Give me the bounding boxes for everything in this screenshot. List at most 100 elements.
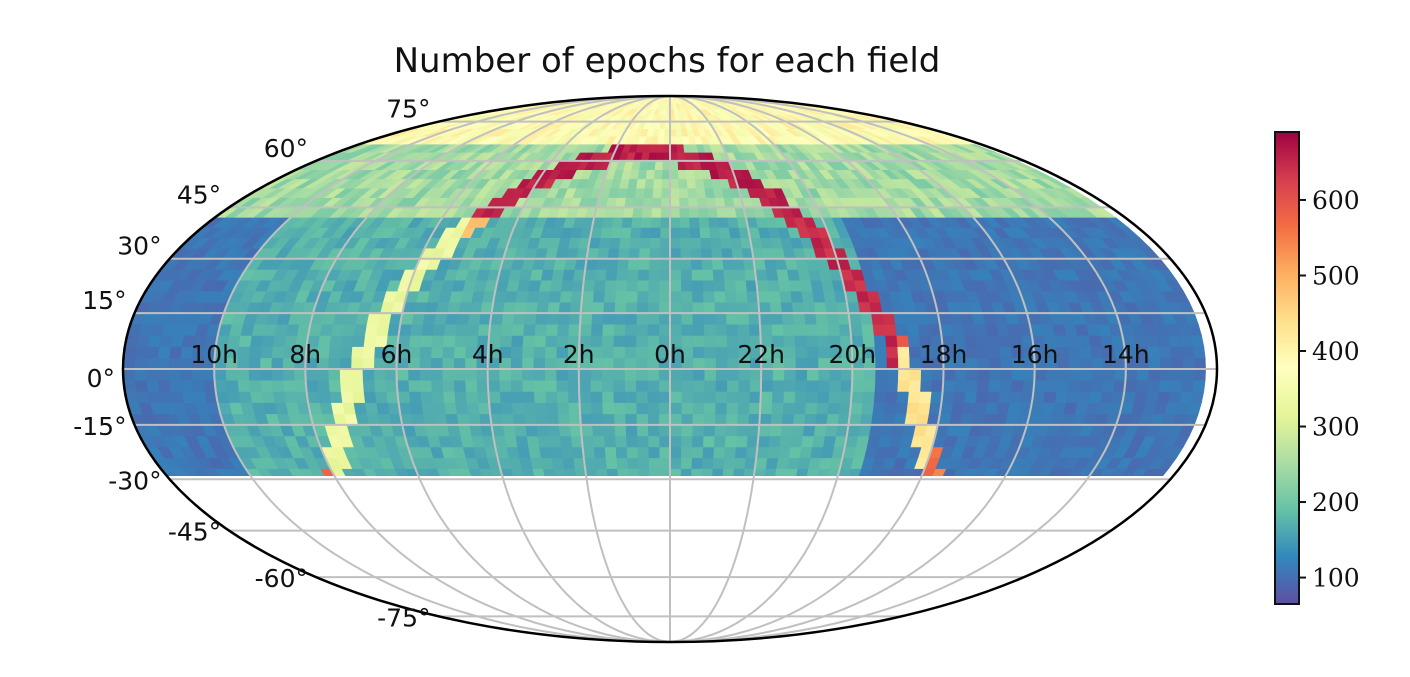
heatmap-cell — [156, 368, 170, 381]
heatmap-cell — [794, 346, 807, 359]
heatmap-cell — [145, 379, 160, 392]
heatmap-cell — [635, 312, 649, 325]
heatmap-cell — [510, 391, 524, 403]
heatmap-cell — [1078, 379, 1092, 392]
heatmap-cell — [432, 323, 446, 336]
ra-tick-label: 4h — [472, 340, 504, 369]
heatmap-cell — [703, 312, 716, 325]
ra-gridline — [669, 96, 1127, 642]
heatmap-cell — [827, 402, 840, 415]
ra-gridline — [395, 96, 671, 642]
heatmap-cell — [1182, 357, 1195, 370]
heatmap-cell — [679, 237, 691, 249]
heatmap-cell — [419, 391, 433, 403]
ra-tick-label: 8h — [289, 340, 321, 369]
heatmap-cell — [647, 290, 660, 303]
heatmap-cell — [680, 312, 693, 325]
heatmap-cell — [1078, 346, 1092, 359]
heatmap-cell — [512, 312, 526, 325]
heatmap-cell — [615, 446, 628, 459]
heatmap-cell — [545, 323, 558, 336]
heatmap-cell — [1170, 368, 1184, 381]
heatmap-cell — [537, 290, 551, 303]
heatmap-cell — [973, 323, 988, 336]
heatmap-cell — [964, 379, 978, 392]
heatmap-cell — [809, 279, 824, 292]
heatmap-cell — [568, 312, 582, 325]
heatmap-cell — [916, 323, 931, 336]
heatmap-cell — [384, 379, 398, 392]
heatmap-cell — [430, 368, 443, 381]
heatmap-cell — [723, 446, 736, 459]
heatmap-cell — [328, 346, 341, 359]
heatmap-cell — [603, 435, 616, 448]
heatmap-cell — [1079, 368, 1092, 381]
heatmap-cell — [708, 227, 721, 238]
heatmap-cell — [134, 346, 148, 359]
heatmap-cell — [502, 424, 516, 437]
heatmap-cell — [635, 357, 648, 370]
heatmap-cell — [647, 323, 660, 336]
heatmap-cell — [617, 247, 630, 260]
heatmap-cell — [259, 368, 272, 381]
heatmap-cell — [714, 312, 727, 325]
heatmap-cell — [578, 379, 591, 392]
heatmap-cell — [510, 368, 523, 381]
heatmap-cell — [868, 424, 883, 437]
heatmap-cell — [642, 197, 653, 208]
heatmap-cell — [441, 368, 455, 381]
heatmap-cell — [678, 207, 690, 218]
heatmap-cell — [503, 290, 518, 303]
heatmap-cell — [658, 413, 671, 426]
heatmap-cell — [418, 357, 432, 370]
heatmap-cell — [916, 402, 931, 415]
heatmap-cell — [373, 368, 386, 381]
heatmap-cell — [578, 368, 591, 381]
heatmap-cell — [1054, 391, 1068, 403]
ra-tick-label: 16h — [1011, 340, 1059, 369]
heatmap-cell — [702, 301, 715, 314]
heatmap-cell — [903, 413, 918, 426]
heatmap-cell — [545, 312, 559, 325]
heatmap-cell — [636, 446, 649, 459]
heatmap-cell — [1056, 357, 1070, 370]
heatmap-cell — [885, 368, 899, 381]
heatmap-cell — [669, 152, 678, 162]
heatmap-cell — [340, 335, 354, 347]
heatmap-cell — [771, 379, 785, 392]
heatmap-cell — [868, 301, 883, 314]
heatmap-cell — [690, 247, 702, 260]
heatmap-cell — [702, 290, 715, 303]
heatmap-cell — [712, 269, 725, 281]
heatmap-cell — [636, 290, 649, 303]
heatmap-cell — [800, 435, 814, 448]
heatmap-cell — [467, 413, 481, 426]
heatmap-cell — [894, 402, 908, 415]
heatmap-cell — [556, 391, 569, 403]
chart-title: Number of epochs for each field — [394, 41, 941, 81]
heatmap-cell — [680, 435, 693, 448]
heatmap-cell — [669, 169, 679, 180]
heatmap-cell — [702, 424, 715, 437]
heatmap-cell — [487, 379, 500, 392]
heatmap-cell — [726, 335, 739, 347]
heatmap-cell — [441, 357, 455, 370]
ra-tick-label: 6h — [381, 340, 413, 369]
heatmap-cell — [720, 247, 733, 260]
heatmap-cell — [651, 187, 662, 198]
heatmap-cell — [271, 346, 285, 359]
heatmap-cell — [881, 312, 896, 325]
heatmap-cell — [238, 391, 252, 403]
heatmap-cell — [715, 379, 728, 392]
heatmap-cell — [316, 379, 330, 392]
heatmap-cell — [857, 424, 872, 437]
heatmap-cell — [637, 258, 650, 270]
heatmap-cell — [883, 323, 897, 336]
heatmap-cell — [800, 290, 814, 303]
heatmap-cell — [789, 435, 803, 448]
heatmap-cell — [1034, 368, 1047, 381]
heatmap-cell — [364, 402, 379, 415]
heatmap-cell — [647, 413, 660, 426]
heatmap-cell — [794, 391, 807, 403]
heatmap-cell — [692, 357, 705, 370]
